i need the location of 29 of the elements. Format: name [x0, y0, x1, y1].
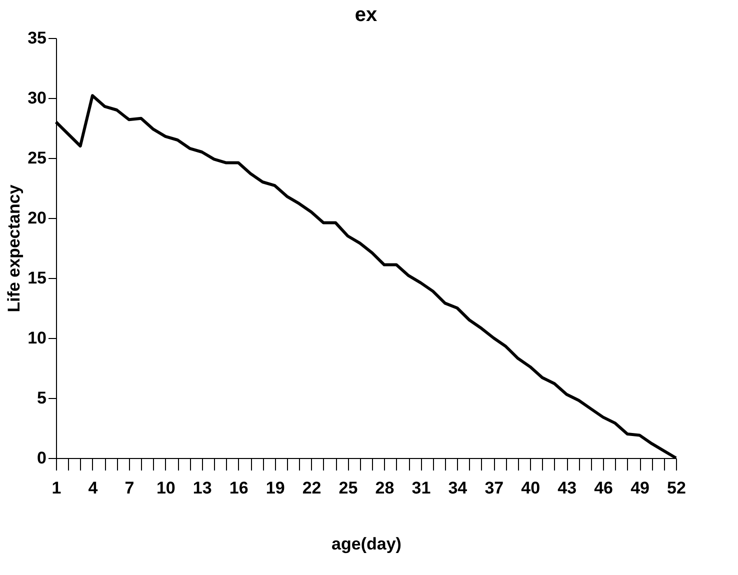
x-tick-label: 4	[88, 478, 98, 498]
x-tick-label: 31	[412, 478, 431, 498]
y-tick-label: 0	[37, 448, 46, 468]
y-tick-label: 25	[28, 148, 46, 168]
x-axis-title: age(day)	[332, 534, 402, 554]
x-tick-label: 22	[302, 478, 322, 498]
x-tick-label: 52	[667, 478, 686, 498]
x-tick-label: 28	[375, 478, 394, 498]
x-tick-label: 49	[630, 478, 650, 498]
y-tick-label: 30	[28, 88, 46, 108]
y-tick-label: 35	[28, 28, 46, 48]
y-tick-label: 20	[28, 208, 46, 228]
y-tick-label: 15	[28, 268, 46, 288]
chart-title: ex	[354, 4, 378, 26]
x-tick-label: 37	[484, 478, 504, 498]
x-tick-label: 40	[521, 478, 540, 498]
x-tick-label: 16	[229, 478, 248, 498]
y-tick-label: 5	[37, 388, 46, 408]
x-tick-label: 7	[124, 478, 134, 498]
y-axis-title: Life expectancy	[4, 184, 24, 312]
x-tick-label: 43	[558, 478, 577, 498]
x-tick-label: 25	[338, 478, 358, 498]
x-tick-label: 1	[52, 478, 62, 498]
y-tick-label: 10	[28, 328, 46, 348]
x-tick-label: 10	[156, 478, 176, 498]
x-tick-label: 34	[448, 478, 468, 498]
x-tick-label: 46	[594, 478, 614, 498]
x-tick-label: 19	[266, 478, 285, 498]
x-tick-label: 13	[192, 478, 212, 498]
